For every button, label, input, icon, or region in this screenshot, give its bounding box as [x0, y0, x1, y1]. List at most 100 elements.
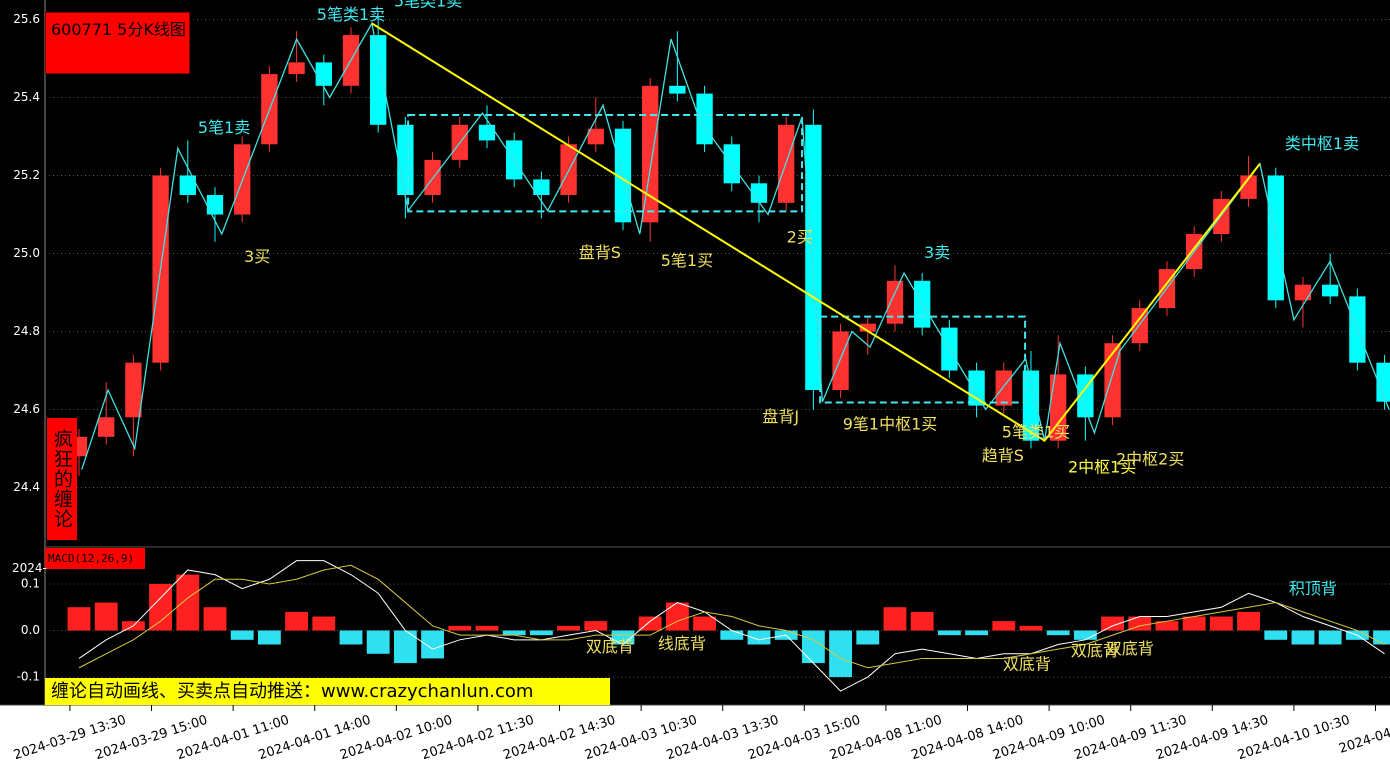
annotation: 双底背: [1106, 639, 1154, 658]
macd-bar: [1209, 616, 1233, 631]
macd-bar: [448, 625, 472, 631]
macd-bar: [1182, 616, 1206, 631]
segment-line: [371, 22, 1261, 443]
macd-bar: [883, 607, 907, 631]
annotation: 5笔1买: [661, 251, 713, 270]
side-banner: 疯狂的缠论: [47, 418, 77, 540]
annotation: 趋背S: [982, 446, 1024, 465]
title-box: 600771 5分K线图: [45, 12, 190, 74]
macd-bar: [720, 630, 744, 640]
dea-line: [78, 564, 1385, 669]
candle-body: [1077, 374, 1094, 418]
macd-bar: [693, 616, 717, 631]
y-tick-label: 24.6: [13, 402, 40, 416]
macd-bar: [502, 630, 526, 636]
candle-body: [1131, 308, 1148, 344]
candle-body: [478, 124, 496, 141]
annotation: 2中枢2买: [1116, 450, 1184, 469]
annotation: 双底背: [1071, 641, 1119, 660]
y-tick-label: 0.1: [21, 576, 40, 590]
macd-bar: [529, 630, 553, 636]
macd-bar: [856, 630, 880, 645]
macd-bar: [638, 616, 662, 631]
macd-bar: [1264, 630, 1288, 640]
macd-bar: [1291, 630, 1315, 645]
macd-bar: [1318, 630, 1342, 645]
annotation: 2中枢1买: [1068, 458, 1136, 477]
candle-body: [995, 370, 1012, 406]
macd-bar: [257, 630, 281, 645]
annotation: 5笔类1卖: [317, 5, 385, 24]
center-box: [407, 114, 804, 213]
y-tick-label: 25.0: [13, 246, 40, 260]
candle-body: [968, 370, 985, 406]
candle-body: [1213, 198, 1230, 234]
macd-bar: [339, 630, 363, 645]
annotation: 盘背S: [579, 243, 621, 262]
candle-body: [1050, 374, 1067, 441]
candle-body: [288, 62, 305, 75]
candle-body: [859, 323, 876, 332]
annotation: 2买: [787, 227, 813, 246]
macd-bar: [829, 630, 852, 678]
macd-bar: [747, 630, 771, 645]
macd-bar: [937, 630, 961, 636]
candle-body: [179, 175, 196, 195]
macd-bar: [1155, 621, 1179, 631]
macd-bar: [992, 621, 1016, 631]
annotation: 5笔类1买: [1002, 422, 1070, 441]
y-tick-label: 0.0: [21, 623, 40, 637]
candle-body: [1022, 370, 1040, 441]
macd-bar: [176, 574, 200, 631]
candle-body: [1322, 284, 1339, 297]
candle-body: [642, 85, 659, 223]
annotation: 5笔类1卖: [394, 0, 462, 10]
macd-bar: [312, 616, 336, 631]
annotation: 5笔1卖: [198, 118, 250, 137]
macd-bar: [1101, 616, 1124, 631]
candle-body: [587, 128, 604, 145]
macd-bar: [801, 630, 825, 664]
dif-line: [78, 560, 1385, 692]
annotation: 线底背: [658, 634, 706, 653]
macd-label: MACD(12,26,9): [45, 548, 145, 569]
bi-stroke: [81, 21, 1390, 470]
candle-body: [315, 62, 332, 86]
macd-bar: [421, 630, 445, 659]
annotation: 双底背: [586, 637, 634, 656]
candle-body: [1240, 175, 1257, 199]
y-tick-label: 25.6: [13, 12, 40, 26]
annotation: 盘背J: [762, 407, 799, 426]
macd-bar: [665, 602, 689, 631]
candle-body: [98, 417, 115, 437]
candle-body: [886, 280, 904, 324]
macd-bar: [285, 611, 309, 631]
candle-body: [206, 195, 224, 215]
annotation: 3买: [244, 247, 270, 266]
y-tick-label: 25.4: [13, 90, 40, 104]
annotation: 类中枢1卖: [1285, 134, 1359, 153]
macd-bar: [1046, 630, 1070, 636]
macd-bar: [1019, 625, 1043, 631]
y-tick-label: 24.4: [13, 480, 40, 494]
candle-body: [125, 362, 142, 418]
macd-bar: [910, 611, 934, 631]
macd-bar: [557, 625, 581, 631]
macd-bar: [475, 625, 499, 631]
macd-bar: [584, 621, 608, 631]
y-tick-label: -0.1: [17, 670, 40, 684]
annotation: 双底背: [1003, 654, 1051, 673]
annotation: 9笔1中枢1买: [843, 415, 938, 434]
cut-label: 2024-: [12, 561, 47, 575]
candle-body: [669, 85, 686, 94]
candle-body: [696, 93, 713, 145]
annotation: 积顶背: [1289, 579, 1337, 598]
candle-body: [1376, 362, 1390, 402]
candle-body: [397, 124, 414, 195]
macd-bar: [1073, 630, 1097, 640]
candle-body: [832, 331, 849, 390]
y-tick-label: 25.2: [13, 168, 40, 182]
candle-body: [533, 179, 550, 195]
y-tick-label: 24.8: [13, 324, 40, 338]
